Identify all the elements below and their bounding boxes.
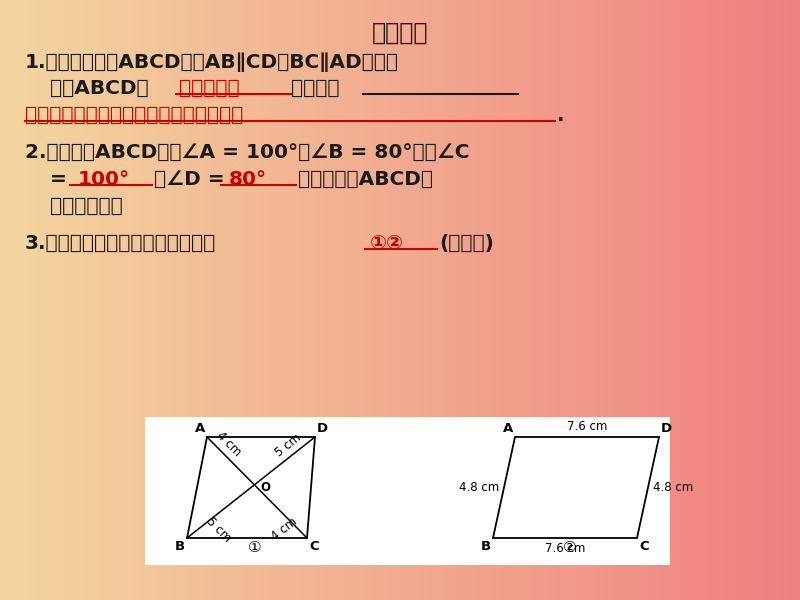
Text: ，根据是: ，根据是: [291, 79, 339, 98]
Text: C: C: [639, 540, 649, 553]
Text: ，∠D =: ，∠D =: [154, 170, 232, 189]
Text: 边形ABCD是: 边形ABCD是: [50, 79, 149, 98]
Text: D: D: [317, 422, 328, 435]
Text: D: D: [661, 422, 672, 435]
Text: 5 cm: 5 cm: [273, 431, 303, 459]
Text: 4.8 cm: 4.8 cm: [458, 481, 499, 494]
Text: 时，四边形ABCD是: 时，四边形ABCD是: [298, 170, 433, 189]
Text: O: O: [260, 481, 270, 494]
Bar: [145, 417, 670, 565]
Text: 两组对边分别平行的四边形是平行四边形: 两组对边分别平行的四边形是平行四边形: [25, 106, 243, 125]
Text: B: B: [175, 540, 185, 553]
Text: 平行四边形: 平行四边形: [179, 79, 240, 98]
Text: 80°: 80°: [229, 170, 267, 189]
Text: ①: ①: [248, 540, 262, 555]
Text: 7.6 cm: 7.6 cm: [567, 420, 607, 433]
Text: 2.在四边形ABCD中，∠A = 100°，∠B = 80°，当∠C: 2.在四边形ABCD中，∠A = 100°，∠B = 80°，当∠C: [25, 143, 470, 162]
Text: 3.下面的四边形是平行四边形的有: 3.下面的四边形是平行四边形的有: [25, 234, 216, 253]
Text: 4 cm: 4 cm: [269, 515, 299, 543]
Text: .: .: [557, 106, 565, 125]
Text: ①②: ①②: [370, 234, 404, 253]
Text: 100°: 100°: [78, 170, 130, 189]
Text: 7.6 cm: 7.6 cm: [545, 542, 585, 555]
Text: ②: ②: [563, 540, 577, 555]
Text: 4.8 cm: 4.8 cm: [653, 481, 694, 494]
Text: =: =: [50, 170, 74, 189]
Text: C: C: [309, 540, 318, 553]
Text: 平行四边形．: 平行四边形．: [50, 197, 122, 216]
Text: (填序号): (填序号): [439, 234, 494, 253]
Text: 4 cm: 4 cm: [214, 430, 244, 459]
Text: A: A: [194, 422, 205, 435]
Text: B: B: [481, 540, 491, 553]
Text: A: A: [502, 422, 513, 435]
Text: 1.如图，四边形ABCD中，AB∥CD，BC∥AD，则四: 1.如图，四边形ABCD中，AB∥CD，BC∥AD，则四: [25, 52, 399, 71]
Text: 5 cm: 5 cm: [204, 515, 234, 545]
Text: 课前预习: 课前预习: [372, 21, 428, 45]
